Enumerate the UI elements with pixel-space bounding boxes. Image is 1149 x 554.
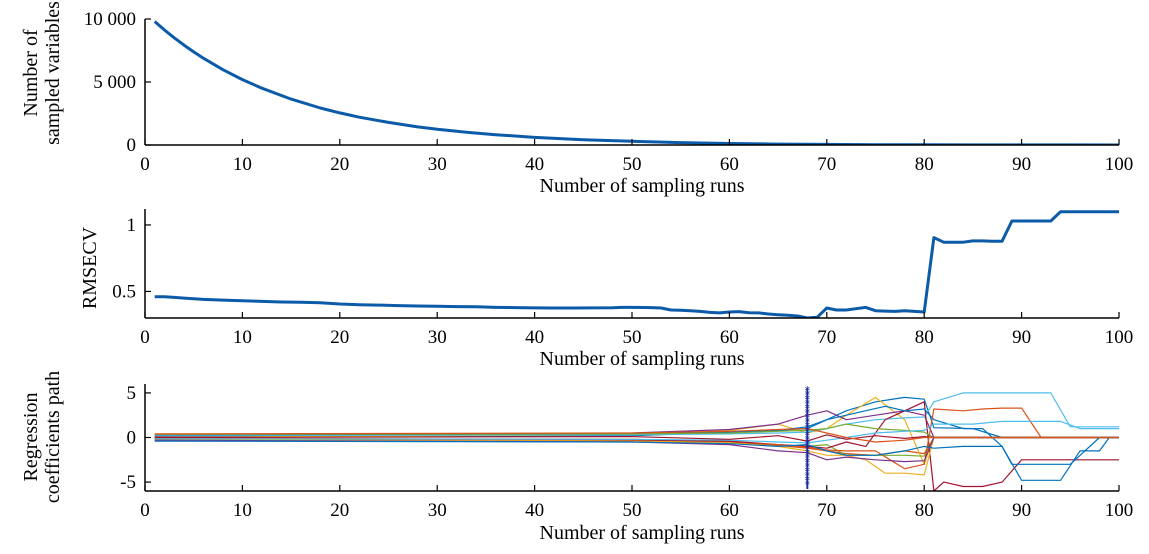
x-tick-label: 60 [720, 154, 739, 175]
marker-star: * [805, 438, 811, 451]
x-axis-label: Number of sampling runs [540, 175, 745, 197]
marker-star: * [805, 479, 811, 492]
marker-star: * [805, 443, 811, 456]
chart-panel-3: **********************0 10 20 30 40 50 60 70 80 9… [20, 371, 1133, 544]
series-line-8 [154, 405, 1119, 481]
marker-star: * [805, 420, 811, 433]
y-tick-label: 5 [127, 383, 137, 404]
marker-star: * [805, 407, 811, 420]
marker-star: * [805, 393, 811, 406]
y-axis-label: Number ofsampled variables [20, 1, 64, 145]
marker-star: * [805, 429, 811, 442]
x-tick-label: 10 [233, 154, 252, 175]
marker-star: * [805, 452, 811, 465]
y-axis-label-line: sampled variables [42, 1, 64, 145]
marker-star: * [805, 425, 811, 438]
x-tick-label: 50 [623, 500, 642, 521]
x-tick-label: 20 [330, 500, 349, 521]
marker-star: * [805, 434, 811, 447]
marker-star: * [805, 474, 811, 487]
y-axis-label-line: Number of [20, 29, 42, 117]
series-line-10 [154, 436, 1119, 476]
x-tick-label: 100 [1105, 327, 1134, 348]
x-tick-label: 80 [915, 154, 934, 175]
y-tick-label: 0 [127, 135, 137, 156]
x-tick-label: 70 [817, 154, 836, 175]
series-group [154, 210, 1119, 318]
series-group [153, 20, 1119, 145]
series-line-14 [154, 434, 1119, 442]
x-tick-label: 30 [428, 500, 447, 521]
marker-star: * [805, 402, 811, 415]
y-axis-label: RMSECV [79, 226, 101, 309]
selected-run-marker: ********************** [805, 384, 811, 492]
series-line-16 [154, 428, 1119, 443]
series-line-13 [154, 420, 1119, 444]
x-tick-label: 40 [525, 500, 544, 521]
x-tick-label: 90 [1012, 154, 1031, 175]
x-tick-label: 40 [525, 154, 544, 175]
marker-star: * [805, 447, 811, 460]
series-line-1 [154, 210, 1119, 318]
x-axis-label: Number of sampling runs [540, 348, 745, 370]
chart-panel-2: 0 10 20 30 40 50 60 70 80 90 100 0.5 1 Number of samp… [79, 209, 1133, 370]
x-tick-label: 60 [720, 500, 739, 521]
x-tick-label: 20 [330, 327, 349, 348]
chart-panel-1: 0 10 20 30 40 50 60 70 80 90 100 0 5 000 10 000 Number… [20, 1, 1133, 197]
series-line-3 [154, 396, 1119, 465]
x-tick-label: 40 [525, 327, 544, 348]
x-tick-label: 90 [1012, 327, 1031, 348]
x-tick-label: 90 [1012, 500, 1031, 521]
x-tick-label: 100 [1105, 154, 1134, 175]
marker-star: * [805, 398, 811, 411]
series-line-12 [154, 423, 1119, 439]
series-line-6 [154, 392, 1119, 437]
y-tick-label: 1 [127, 215, 137, 236]
x-tick-label: 30 [428, 327, 447, 348]
y-axis-label-line: coefficients path [42, 371, 64, 503]
x-tick-label: 50 [623, 327, 642, 348]
x-tick-label: 0 [140, 327, 150, 348]
x-tick-label: 80 [915, 327, 934, 348]
x-tick-label: 0 [140, 154, 150, 175]
series-line-11 [154, 436, 1119, 463]
y-axis-label-line: Regression [20, 393, 42, 482]
x-tick-label: 10 [233, 500, 252, 521]
marker-star: * [805, 461, 811, 474]
marker-star: * [805, 456, 811, 469]
y-tick-label: 0.5 [112, 281, 136, 302]
marker-star: * [805, 465, 811, 478]
x-tick-label: 60 [720, 327, 739, 348]
marker-star: * [805, 416, 811, 429]
series-group [154, 392, 1119, 491]
x-tick-label: 20 [330, 154, 349, 175]
marker-star: * [805, 470, 811, 483]
marker-star: * [805, 384, 811, 397]
marker-star: * [805, 389, 811, 402]
y-axis-label-line: RMSECV [79, 226, 101, 309]
y-tick-label: 10 000 [84, 9, 136, 30]
x-tick-label: 0 [140, 500, 150, 521]
y-tick-label: 0 [127, 428, 137, 449]
x-tick-label: 10 [233, 327, 252, 348]
series-line-1 [154, 396, 1119, 439]
y-tick-label: 5 000 [93, 72, 136, 93]
y-axis-label: Regressioncoefficients path [20, 371, 64, 503]
x-tick-label: 70 [817, 500, 836, 521]
marker-star: * [805, 411, 811, 424]
x-tick-label: 100 [1105, 500, 1134, 521]
x-tick-label: 30 [428, 154, 447, 175]
x-tick-label: 80 [915, 500, 934, 521]
y-tick-label: -5 [120, 472, 136, 493]
series-line-1 [153, 20, 1119, 145]
series-line-15 [154, 436, 1119, 465]
x-tick-label: 50 [623, 154, 642, 175]
x-tick-label: 70 [817, 327, 836, 348]
x-axis-label: Number of sampling runs [540, 522, 745, 544]
